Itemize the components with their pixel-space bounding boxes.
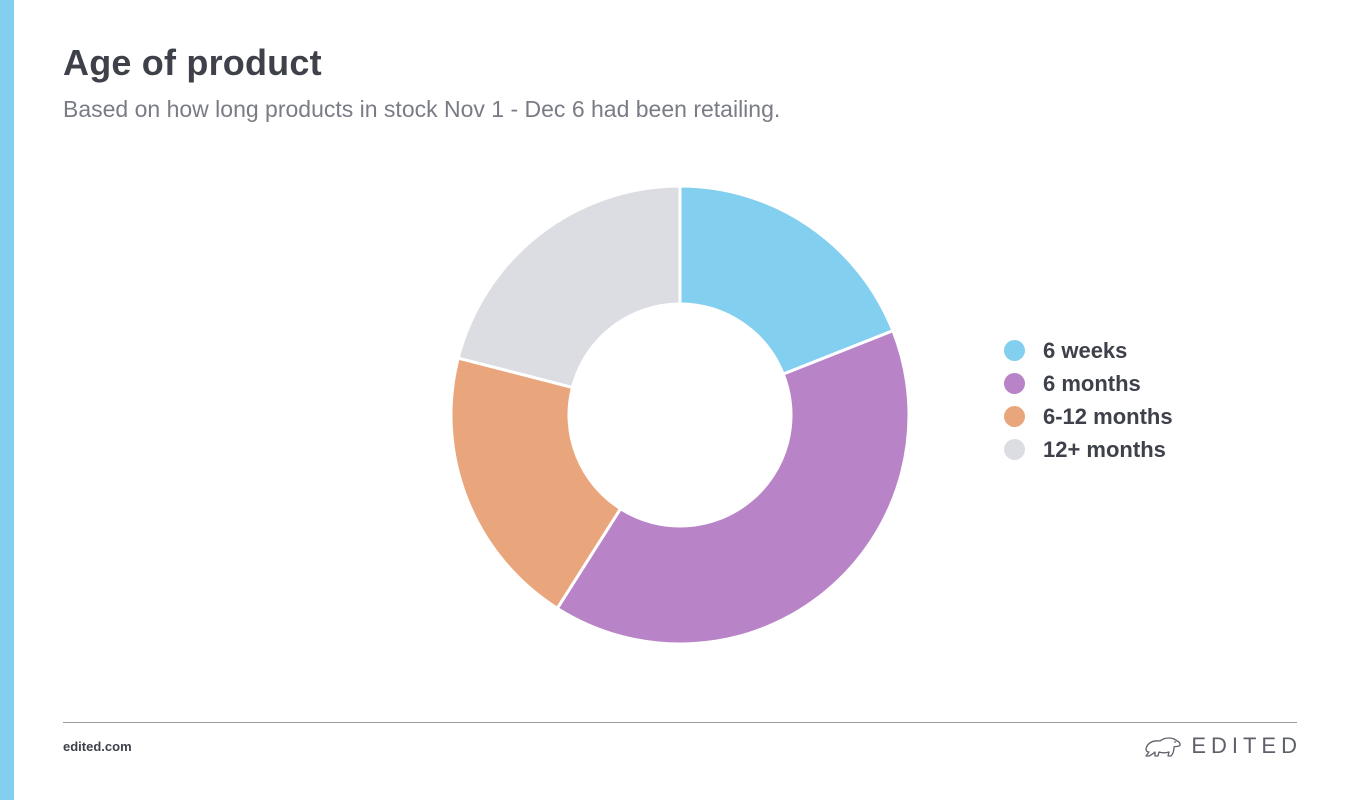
legend-item-4: 12+ months <box>1004 433 1173 466</box>
donut-slice-1 <box>678 184 895 376</box>
donut-slice-4 <box>456 184 682 389</box>
accent-bar <box>0 0 14 800</box>
legend-swatch <box>1004 340 1025 361</box>
legend-label: 6 months <box>1043 370 1141 396</box>
chart-subtitle: Based on how long products in stock Nov … <box>63 96 781 122</box>
donut-slice-3 <box>449 356 623 610</box>
polar-bear-icon <box>1145 737 1181 757</box>
legend-item-1: 6 weeks <box>1004 334 1173 367</box>
donut-slice-2 <box>555 329 911 646</box>
donut-chart <box>449 184 911 646</box>
legend-label: 12+ months <box>1043 436 1166 462</box>
brand-name: EDITED <box>1191 733 1302 758</box>
footer-divider <box>63 722 1297 723</box>
legend-swatch <box>1004 406 1025 427</box>
legend-item-2: 6 months <box>1004 367 1173 400</box>
legend-swatch <box>1004 373 1025 394</box>
chart-legend: 6 weeks 6 months 6-12 months 12+ months <box>1004 334 1173 466</box>
brand-mark: EDITED <box>1143 733 1297 759</box>
legend-label: 6-12 months <box>1043 403 1173 429</box>
legend-item-3: 6-12 months <box>1004 400 1173 433</box>
legend-swatch <box>1004 439 1025 460</box>
chart-title: Age of product <box>63 42 322 83</box>
legend-label: 6 weeks <box>1043 337 1128 363</box>
footer-site-link[interactable]: edited.com <box>63 739 132 754</box>
